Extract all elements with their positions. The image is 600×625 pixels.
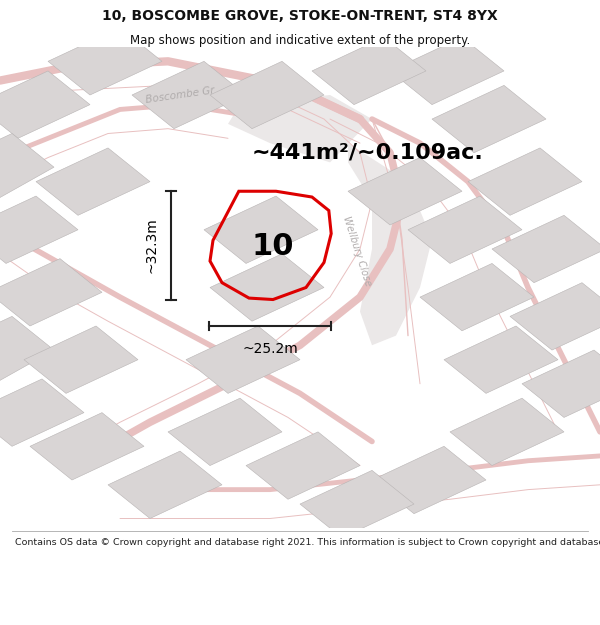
Text: Boscombe Gr: Boscombe Gr bbox=[145, 85, 215, 105]
Text: ~25.2m: ~25.2m bbox=[242, 342, 298, 356]
Polygon shape bbox=[0, 71, 90, 138]
Polygon shape bbox=[0, 379, 84, 446]
Polygon shape bbox=[432, 86, 546, 152]
Polygon shape bbox=[468, 148, 582, 215]
Polygon shape bbox=[24, 326, 138, 393]
Polygon shape bbox=[168, 398, 282, 466]
Text: 10, BOSCOMBE GROVE, STOKE-ON-TRENT, ST4 8YX: 10, BOSCOMBE GROVE, STOKE-ON-TRENT, ST4 … bbox=[102, 9, 498, 23]
Polygon shape bbox=[408, 196, 522, 264]
Text: Map shows position and indicative extent of the property.: Map shows position and indicative extent… bbox=[130, 34, 470, 47]
Polygon shape bbox=[246, 432, 360, 499]
Polygon shape bbox=[48, 28, 162, 95]
Polygon shape bbox=[0, 316, 54, 384]
Polygon shape bbox=[300, 471, 414, 538]
Polygon shape bbox=[0, 196, 78, 264]
Polygon shape bbox=[348, 158, 462, 225]
Polygon shape bbox=[390, 38, 504, 104]
Text: Contains OS data © Crown copyright and database right 2021. This information is : Contains OS data © Crown copyright and d… bbox=[15, 538, 600, 547]
Polygon shape bbox=[522, 350, 600, 418]
Polygon shape bbox=[36, 148, 150, 215]
Polygon shape bbox=[492, 215, 600, 282]
Polygon shape bbox=[372, 446, 486, 514]
Polygon shape bbox=[312, 38, 426, 104]
Polygon shape bbox=[420, 264, 534, 331]
Polygon shape bbox=[348, 143, 432, 345]
Polygon shape bbox=[132, 61, 246, 129]
Polygon shape bbox=[204, 196, 318, 264]
Text: 10: 10 bbox=[252, 232, 294, 261]
Text: ~32.3m: ~32.3m bbox=[145, 217, 159, 273]
Polygon shape bbox=[30, 412, 144, 480]
Polygon shape bbox=[0, 259, 102, 326]
Text: ~441m²/~0.109ac.: ~441m²/~0.109ac. bbox=[252, 142, 484, 162]
Polygon shape bbox=[450, 398, 564, 466]
Text: Wellbury Close: Wellbury Close bbox=[341, 215, 373, 288]
Polygon shape bbox=[210, 61, 324, 129]
Polygon shape bbox=[228, 95, 372, 162]
Polygon shape bbox=[210, 254, 324, 321]
Polygon shape bbox=[510, 282, 600, 350]
Polygon shape bbox=[108, 451, 222, 519]
Polygon shape bbox=[444, 326, 558, 393]
Polygon shape bbox=[186, 326, 300, 393]
Polygon shape bbox=[0, 134, 54, 201]
